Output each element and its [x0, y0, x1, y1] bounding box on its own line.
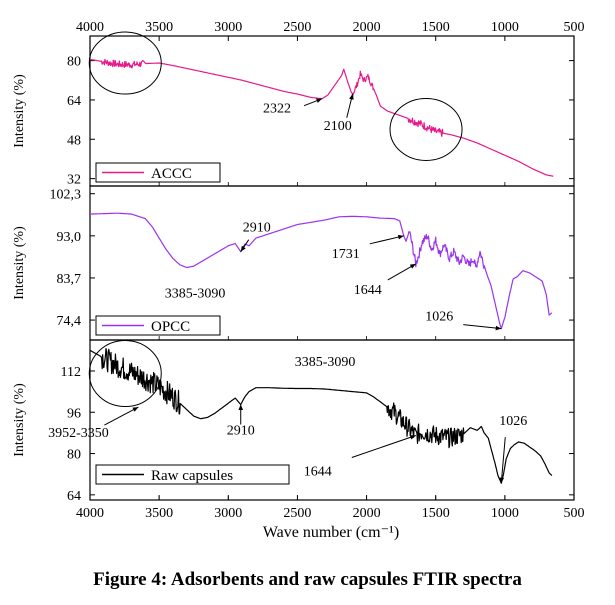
annotation-arrow [500, 437, 506, 484]
top-tick-label: 3000 [214, 20, 242, 35]
top-tick-label: 500 [564, 20, 585, 35]
annotation-label: 3385-3090 [165, 287, 226, 302]
legend-label: OPCC [151, 319, 190, 335]
annotation-arrowhead [499, 477, 505, 484]
panel-opcc: 102,3 93,0 83,7 74,4 Intensity (%) 2910 1731 33… [12, 185, 575, 341]
bottom-tick-label: 500 [564, 506, 585, 521]
y-tick-label: 102,3 [50, 188, 82, 203]
annotation-arrowhead [397, 234, 404, 240]
bottom-tick-label: 3500 [145, 506, 173, 521]
legend-box [95, 162, 221, 183]
bottom-x-axis: 4000 3500 3000 2500 2000 1500 1000 500 [76, 495, 585, 521]
highlight-circle [88, 31, 162, 95]
y-tick-label: 80 [67, 55, 81, 70]
top-tick-label: 3500 [145, 20, 173, 35]
y-tick-label: 48 [67, 133, 81, 148]
y-tick-label: 93,0 [57, 230, 82, 245]
legend-label: Raw capsules [151, 468, 233, 484]
highlight-circle [88, 340, 162, 408]
panel-raw-capsules: 112 96 80 64 Intensity (%) 3385-3090 3952-3350… [12, 339, 575, 504]
y-tick-label: 96 [67, 406, 81, 421]
y-tick-label: 112 [61, 365, 81, 380]
y-tick-label: 80 [67, 448, 81, 463]
top-tick-label: 2500 [283, 20, 311, 35]
x-axis-label: Wave number (cm⁻¹) [263, 524, 399, 541]
y-axis-label: Intensity (%) [12, 383, 27, 457]
figure-caption: Figure 4: Adsorbents and raw capsules FT… [93, 569, 522, 590]
annotation-label: 2322 [263, 102, 291, 117]
annotation-arrow [369, 235, 404, 245]
annotation-label: 3952-3350 [48, 426, 109, 441]
top-tick-label: 4000 [76, 20, 104, 35]
annotation-label: 1026 [499, 414, 527, 429]
bottom-tick-label: 1500 [422, 506, 450, 521]
annotation-label: 1644 [354, 283, 382, 298]
annotation-arrowhead [409, 263, 416, 269]
panel-accc: 80 64 48 32 Intensity (%) 2322 2100 ACCC [12, 31, 575, 188]
panel-frame [89, 339, 575, 501]
bottom-tick-label: 2500 [283, 506, 311, 521]
y-tick-label: 32 [67, 173, 81, 188]
annotation-label: 1731 [332, 247, 360, 262]
bottom-tick-label: 4000 [76, 506, 104, 521]
annotation-label: 2910 [243, 221, 271, 236]
top-x-axis: 4000 3500 3000 2500 2000 1500 1000 500 [76, 20, 585, 41]
annotation-arrowhead [132, 407, 139, 412]
series-line-accc [89, 58, 554, 177]
legend-box [95, 315, 221, 336]
top-tick-label: 2000 [353, 20, 381, 35]
annotation-arrow [463, 324, 502, 330]
y-tick-label: 64 [67, 489, 81, 504]
series-line-opcc [90, 212, 553, 330]
annotation-arrow [104, 406, 139, 426]
annotation-label: 1644 [304, 464, 332, 479]
y-tick-label: 64 [67, 94, 81, 109]
bottom-tick-label: 1000 [491, 506, 519, 521]
annotation-arrow [351, 435, 416, 458]
annotation-arrowhead [409, 435, 416, 440]
top-tick-label: 1500 [422, 20, 450, 35]
y-axis-label: Intensity (%) [12, 74, 27, 148]
y-tick-label: 74,4 [57, 314, 82, 329]
annotation-label: 3385-3090 [295, 355, 356, 370]
annotation-arrowhead [238, 404, 244, 411]
annotation-arrowhead [349, 93, 354, 100]
annotation-label: 2100 [324, 119, 352, 134]
annotation-label: 2910 [227, 424, 255, 439]
top-tick-label: 1000 [491, 20, 519, 35]
bottom-tick-label: 3000 [214, 506, 242, 521]
annotation-arrowhead [495, 325, 502, 331]
highlight-circle [389, 97, 463, 161]
y-tick-label: 83,7 [57, 272, 82, 287]
series-line-raw-capsules [89, 348, 553, 484]
annotation-arrowhead [240, 245, 246, 252]
annotation-label: 1026 [425, 310, 453, 325]
y-axis-label: Intensity (%) [12, 226, 27, 300]
legend-label: ACCC [151, 166, 192, 182]
legend-box [95, 464, 290, 485]
annotation-arrowhead [316, 98, 323, 103]
bottom-tick-label: 2000 [353, 506, 381, 521]
